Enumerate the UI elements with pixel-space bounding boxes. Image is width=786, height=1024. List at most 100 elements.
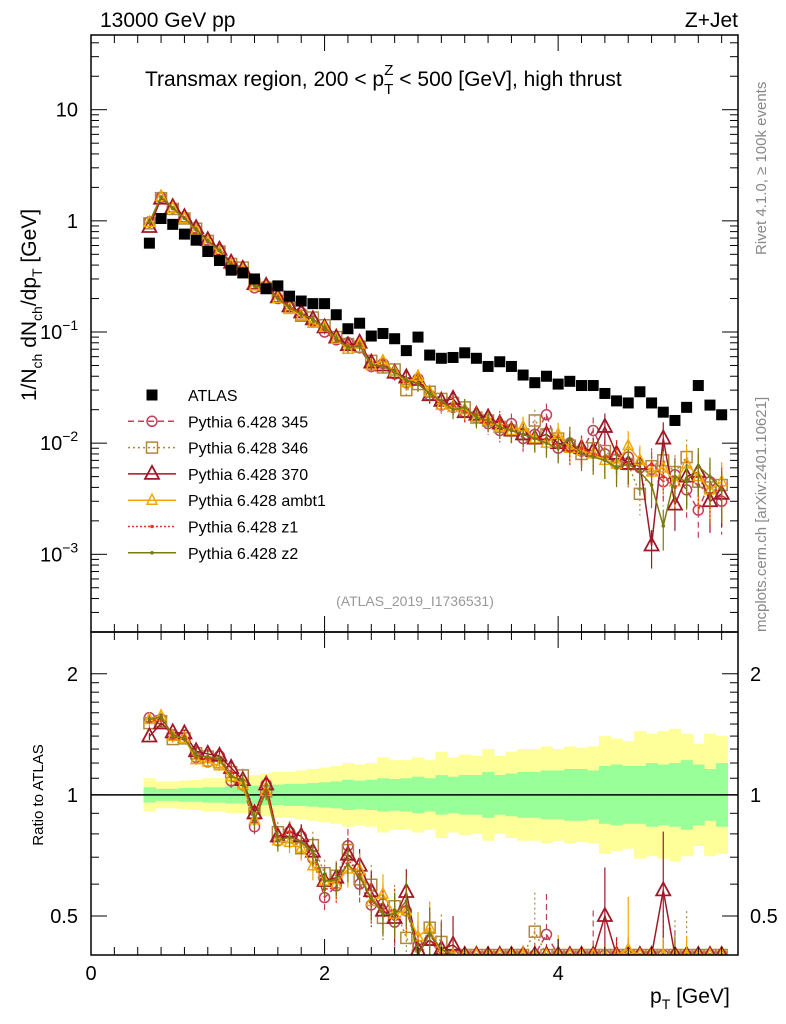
legend-marker bbox=[146, 389, 158, 401]
ratio-tick-label: 1 bbox=[750, 785, 761, 807]
atlas-point bbox=[424, 349, 436, 361]
data-point bbox=[276, 296, 280, 301]
ratio-point bbox=[530, 947, 539, 955]
data-point bbox=[568, 436, 572, 441]
ratio-point bbox=[694, 947, 703, 955]
data-point bbox=[497, 425, 502, 429]
x-axis-label: pT [GeV] bbox=[650, 985, 730, 1012]
ratio-point bbox=[636, 947, 644, 955]
tick-exponent: −1 bbox=[62, 317, 78, 333]
atlas-point bbox=[237, 267, 249, 279]
legend-label: Pythia 6.428 z2 bbox=[188, 546, 298, 563]
ratio-point bbox=[681, 945, 692, 955]
data-point bbox=[643, 535, 661, 552]
atlas-point bbox=[260, 283, 272, 295]
legend-item: Pythia 6.428 345 bbox=[128, 414, 308, 431]
atlas-point bbox=[669, 414, 681, 426]
data-point bbox=[532, 436, 537, 441]
analysis-id: (ATLAS_2019_I1736531) bbox=[336, 593, 494, 609]
ratio-tick-label: 0.5 bbox=[50, 906, 78, 928]
ratio-point bbox=[669, 945, 681, 955]
ratio-point bbox=[577, 947, 586, 955]
data-point bbox=[661, 524, 666, 528]
ratio-point bbox=[540, 928, 553, 941]
data-point bbox=[556, 446, 560, 451]
ratio-series-line bbox=[149, 716, 722, 955]
ratio-point bbox=[322, 879, 327, 883]
ratio-point bbox=[692, 945, 704, 955]
mcplots-label: mcplots.cern.ch [arXiv:2401.10621] bbox=[753, 397, 770, 632]
legend-marker bbox=[146, 415, 158, 428]
ratio-point bbox=[459, 945, 471, 955]
ratio-point bbox=[346, 862, 350, 866]
data-point bbox=[287, 306, 292, 310]
ratio-tick-label: 1 bbox=[67, 785, 78, 807]
data-point bbox=[170, 206, 175, 210]
ratio-point bbox=[564, 945, 576, 955]
atlas-point bbox=[692, 380, 704, 392]
ratio-point bbox=[646, 945, 657, 955]
ratio-point bbox=[427, 931, 432, 936]
ratio-point bbox=[182, 736, 187, 741]
x-tick-label: 4 bbox=[553, 963, 564, 985]
legend-label: Pythia 6.428 z1 bbox=[188, 520, 298, 537]
y-tick-label: 1 bbox=[67, 211, 78, 233]
atlas-point bbox=[494, 356, 506, 368]
atlas-point bbox=[319, 298, 331, 310]
ratio-point bbox=[704, 945, 716, 955]
legend: ATLAS Pythia 6.428 345 Pythia 6.428 346 Pyt… bbox=[128, 388, 326, 563]
atlas-point bbox=[540, 370, 552, 382]
ratio-panel-frame bbox=[90, 631, 739, 956]
atlas-point bbox=[202, 246, 214, 258]
ratio-point bbox=[519, 947, 527, 955]
data-point bbox=[205, 239, 210, 243]
ratio-point bbox=[554, 947, 562, 955]
legend-marker bbox=[145, 441, 159, 454]
ratio-point bbox=[311, 849, 315, 854]
atlas-point bbox=[459, 347, 471, 359]
data-point bbox=[462, 405, 467, 410]
atlas-point bbox=[272, 280, 284, 292]
data-point bbox=[596, 417, 614, 433]
atlas-point bbox=[529, 377, 541, 389]
atlas-point bbox=[284, 290, 296, 302]
atlas-point bbox=[470, 352, 482, 364]
ratio-point bbox=[159, 715, 163, 719]
series-5 bbox=[147, 195, 724, 551]
data-point bbox=[696, 464, 701, 469]
header-right: Z+Jet bbox=[685, 9, 738, 32]
ratio-point bbox=[706, 947, 714, 955]
data-point bbox=[486, 418, 490, 423]
legend-label: ATLAS bbox=[188, 388, 238, 405]
ratio-point bbox=[369, 896, 374, 900]
ratio-point bbox=[565, 947, 574, 955]
atlas-point bbox=[599, 387, 611, 399]
data-point bbox=[341, 341, 355, 354]
data-point bbox=[334, 336, 339, 340]
atlas-point bbox=[622, 397, 634, 409]
ratio-point bbox=[460, 947, 469, 955]
ratio-point bbox=[647, 947, 656, 955]
ratio-point bbox=[576, 945, 587, 955]
data-point bbox=[346, 346, 350, 350]
ratio-point bbox=[484, 947, 492, 955]
legend-item: ATLAS bbox=[146, 388, 238, 405]
ratio-point bbox=[596, 906, 614, 922]
atlas-point bbox=[435, 352, 447, 364]
data-point bbox=[657, 460, 670, 473]
ratio-point bbox=[589, 947, 598, 955]
data-point bbox=[719, 488, 724, 492]
atlas-point bbox=[564, 375, 576, 387]
ratio-point bbox=[659, 947, 668, 955]
ratio-point bbox=[201, 754, 215, 767]
y-axis-label: 1/Nch dNch/dpT [GeV] bbox=[18, 209, 45, 401]
atlas-point bbox=[167, 218, 179, 230]
data-point bbox=[603, 458, 607, 463]
atlas-point bbox=[155, 213, 167, 225]
data-point bbox=[614, 452, 619, 456]
ratio-point bbox=[682, 947, 691, 955]
x-tick-label: 0 bbox=[85, 963, 96, 985]
data-point bbox=[143, 214, 156, 228]
data-point bbox=[322, 325, 327, 330]
ratio-point bbox=[217, 757, 222, 761]
